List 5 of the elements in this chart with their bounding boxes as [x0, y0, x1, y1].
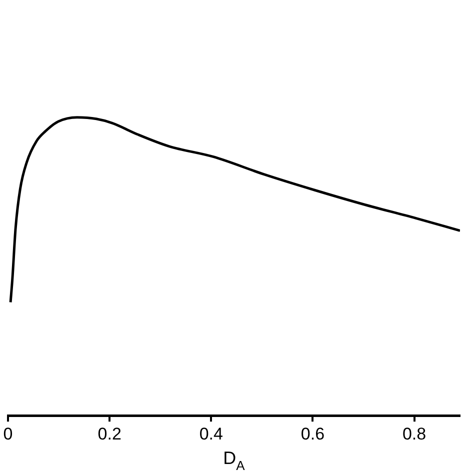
x-tick-label: 0.8 [402, 424, 426, 444]
x-tick-label: 0.2 [98, 424, 122, 444]
x-tick-label: 0.6 [300, 424, 325, 444]
x-tick-label: 0 [3, 424, 13, 444]
x-tick-label: 0.4 [199, 424, 223, 444]
